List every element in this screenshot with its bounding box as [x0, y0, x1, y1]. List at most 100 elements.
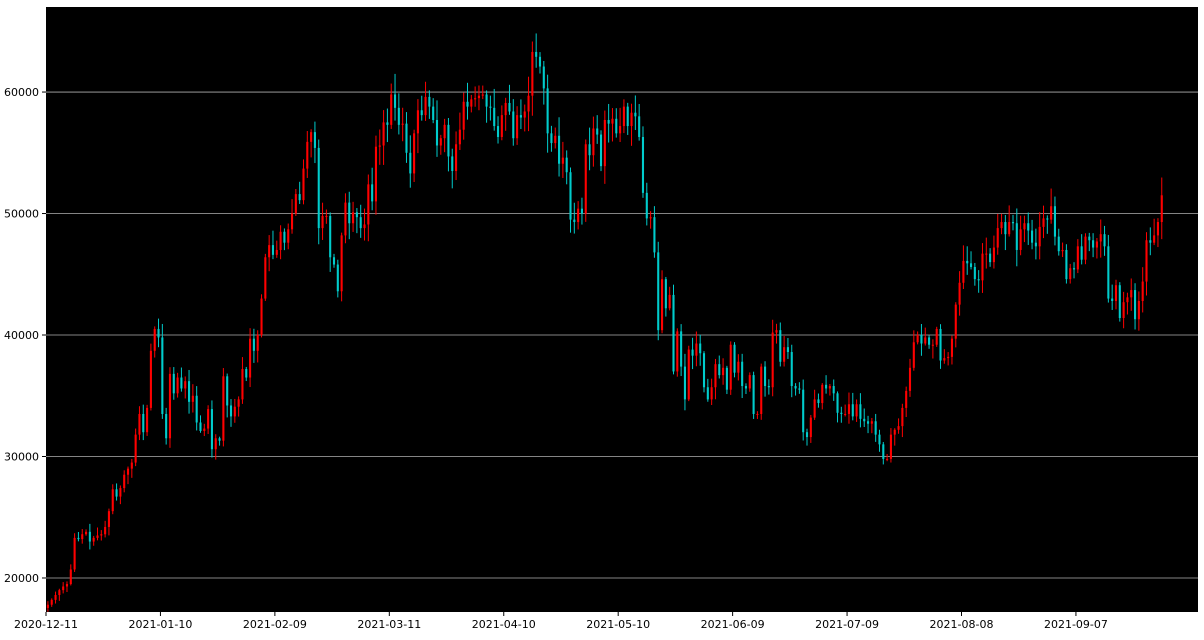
candle-body: [584, 144, 587, 214]
candle: [256, 330, 259, 363]
candle: [393, 73, 397, 121]
candle-body: [897, 426, 900, 430]
candle-body: [409, 152, 412, 174]
candle-body: [157, 328, 160, 338]
candle-body: [382, 122, 385, 146]
candle: [81, 529, 84, 544]
candle-body: [367, 184, 370, 225]
candle: [313, 121, 316, 164]
candle-body: [508, 102, 511, 112]
candle: [1114, 279, 1118, 310]
candle-body: [123, 474, 126, 489]
candle-body: [847, 404, 851, 414]
candle: [783, 336, 786, 367]
candle-body: [680, 331, 683, 367]
candle-body: [805, 432, 809, 438]
plot-area: [46, 7, 1198, 612]
candle-body: [901, 407, 904, 427]
candle: [619, 107, 622, 143]
candle-body: [1084, 236, 1087, 260]
candle: [954, 302, 957, 348]
candle: [580, 197, 583, 225]
candle-body: [161, 337, 164, 414]
candle-body: [1065, 249, 1068, 280]
candle-body: [657, 252, 660, 331]
candle: [85, 529, 88, 536]
candle-body: [634, 112, 637, 117]
candle-body: [573, 219, 576, 223]
candle-body: [130, 462, 133, 469]
candle: [233, 398, 236, 423]
candle: [699, 334, 702, 366]
candle-body: [607, 119, 610, 124]
candle: [1004, 214, 1007, 251]
candle: [676, 328, 679, 377]
candle: [1095, 238, 1098, 259]
candle: [958, 271, 961, 316]
candle: [546, 74, 549, 153]
candle-body: [947, 356, 950, 359]
candle: [1130, 278, 1133, 311]
candle: [939, 324, 942, 369]
candle-body: [332, 257, 336, 265]
candle-body: [92, 537, 95, 542]
y-tick-label: 30000: [4, 450, 39, 463]
candle: [733, 342, 736, 378]
candle-body: [611, 118, 614, 124]
candle: [359, 204, 362, 238]
candle: [802, 379, 805, 441]
candle: [165, 407, 168, 445]
candle-body: [1057, 236, 1060, 252]
candle-body: [287, 229, 290, 243]
candle-body: [729, 344, 732, 390]
candle: [805, 428, 809, 446]
candle-body: [783, 347, 786, 362]
candle-body: [817, 399, 820, 404]
candle: [271, 230, 275, 260]
candle: [321, 202, 324, 240]
candle: [1042, 205, 1045, 239]
candle: [172, 367, 175, 400]
candle-body: [1076, 246, 1079, 270]
candle: [996, 213, 999, 255]
candle: [653, 206, 656, 258]
candle-body: [359, 217, 362, 229]
candle: [626, 102, 629, 135]
candle-body: [661, 279, 664, 331]
candle-body: [256, 335, 259, 351]
candle-body: [870, 421, 873, 424]
candle: [260, 294, 263, 338]
candle: [928, 335, 931, 349]
candle: [535, 33, 538, 68]
candle: [725, 365, 728, 395]
candle: [775, 323, 778, 344]
candle: [664, 276, 667, 317]
candle-body: [718, 364, 721, 376]
candle: [58, 588, 61, 601]
candle-body: [420, 110, 423, 116]
candle: [1092, 233, 1095, 258]
candle: [378, 129, 381, 165]
candle: [149, 343, 152, 411]
candle: [683, 353, 686, 411]
candle-body: [172, 373, 175, 394]
candle-body: [714, 364, 717, 388]
candle: [1134, 283, 1137, 330]
gridlines: [46, 91, 1198, 579]
candle: [1080, 234, 1083, 265]
candle-body: [1099, 234, 1102, 242]
candle: [798, 382, 801, 394]
candle: [115, 483, 118, 501]
candle: [187, 369, 191, 414]
candle-body: [1011, 222, 1015, 224]
candle-body: [676, 331, 679, 372]
candle-body: [1053, 206, 1057, 237]
candle: [920, 324, 923, 356]
candle: [496, 116, 500, 144]
candle: [558, 117, 561, 177]
candle: [641, 126, 645, 198]
candle-body: [569, 172, 572, 220]
candle-body: [493, 107, 496, 127]
candle-body: [763, 366, 767, 387]
candle-body: [893, 429, 896, 435]
